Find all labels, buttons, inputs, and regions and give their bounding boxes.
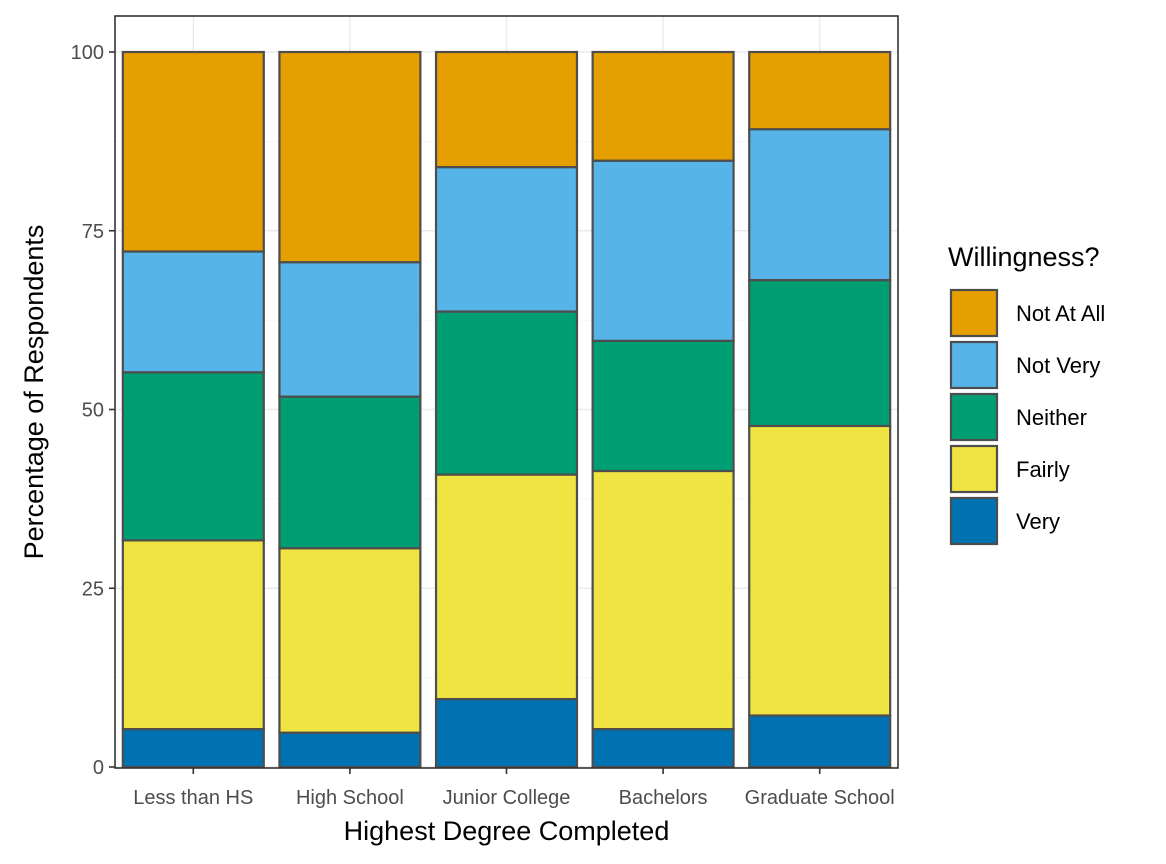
bar-segment-not-at-all xyxy=(434,50,579,169)
legend-key xyxy=(949,392,999,442)
x-axis-title: Highest Degree Completed xyxy=(344,816,670,846)
bar-segment-not-very xyxy=(278,261,422,398)
bar-segment-not-at-all xyxy=(748,50,892,131)
x-tick-label: Less than HS xyxy=(133,787,253,809)
y-tick-label: 50 xyxy=(82,400,104,422)
legend-key xyxy=(949,288,999,338)
y-tick-label: 75 xyxy=(82,221,104,243)
bar-segment-not-at-all xyxy=(278,50,422,264)
bars xyxy=(121,50,892,769)
bar-segment-not-very xyxy=(434,166,579,313)
bar-segment-fairly xyxy=(748,424,892,717)
x-tick-label: Graduate School xyxy=(745,787,895,809)
legend-label: Neither xyxy=(1016,405,1087,430)
bar-segment-neither xyxy=(434,310,579,476)
bar-segment-very xyxy=(748,714,892,769)
legend-label: Not At All xyxy=(1016,301,1105,326)
legend-label: Not Very xyxy=(1016,353,1100,378)
legend-key xyxy=(949,340,999,390)
bar-segment-very xyxy=(591,728,735,769)
y-tick-label: 25 xyxy=(82,578,104,600)
x-tick-label: Bachelors xyxy=(619,787,708,809)
legend: Willingness? Not At All Not Very Neither Fa… xyxy=(948,242,1105,546)
bar-segment-neither xyxy=(748,278,892,428)
y-axis: 0 25 50 75 100 xyxy=(71,42,115,779)
bar-segment-fairly xyxy=(121,539,265,731)
bar-segment-not-at-all xyxy=(591,50,735,162)
legend-key xyxy=(949,444,999,494)
legend-label: Very xyxy=(1016,509,1060,534)
x-axis: Less than HS High School Junior College Bac… xyxy=(133,768,895,809)
bar-segment-fairly xyxy=(591,469,735,731)
bar-segment-neither xyxy=(591,339,735,473)
bar-segment-neither xyxy=(278,395,422,550)
bar-segment-not-at-all xyxy=(121,50,265,253)
legend-title: Willingness? xyxy=(948,242,1100,272)
bar-segment-fairly xyxy=(434,473,579,701)
x-tick-label: High School xyxy=(296,787,404,809)
x-tick-label: Junior College xyxy=(443,787,571,809)
bar-segment-fairly xyxy=(278,547,422,734)
y-axis-title: Percentage of Respondents xyxy=(19,225,49,560)
y-tick-label: 100 xyxy=(71,42,104,64)
bar-segment-neither xyxy=(121,371,265,542)
bar-segment-very xyxy=(434,697,579,769)
bar-segment-not-very xyxy=(748,128,892,282)
legend-key xyxy=(949,496,999,546)
bar-segment-very xyxy=(121,728,265,769)
bar-segment-very xyxy=(278,731,422,769)
bar-segment-not-very xyxy=(121,250,265,374)
legend-label: Fairly xyxy=(1016,457,1070,482)
y-tick-label: 0 xyxy=(93,757,104,779)
bar-segment-not-very xyxy=(591,159,735,342)
